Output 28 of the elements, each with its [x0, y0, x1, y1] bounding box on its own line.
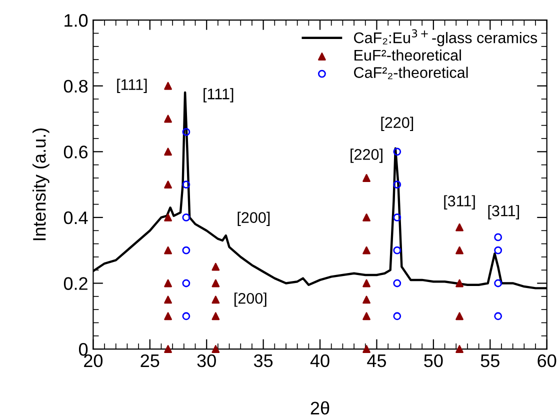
- annotation: [111]: [204, 88, 234, 102]
- annotation: [220]: [350, 148, 382, 163]
- y-tick-label: 0.2: [64, 277, 88, 290]
- y-tick-label: 1.0: [64, 14, 88, 27]
- annotation: [311]: [488, 205, 519, 220]
- x-tick-label: 35: [254, 354, 273, 368]
- y-tick-label: 0.4: [64, 211, 88, 224]
- legend-label: CaF²₂-theoretical: [354, 66, 468, 80]
- x-tick-label: 45: [367, 354, 386, 368]
- legend-label: EuF²-theoretical: [354, 49, 461, 61]
- x-tick-label: 60: [538, 354, 556, 368]
- y-tick-label: 0.8: [64, 80, 88, 93]
- annotation: [311]: [444, 195, 475, 210]
- x-tick-label: 55: [480, 354, 500, 368]
- y-axis-title: Intensity (a.u.): [32, 128, 50, 240]
- x-tick-label: 20: [84, 354, 103, 368]
- annotation: [111]: [117, 78, 147, 94]
- x-tick-label: 50: [424, 354, 443, 368]
- annotation: [200]: [234, 292, 266, 307]
- y-tick-label: 0.6: [64, 146, 88, 158]
- x-tick-label: 40: [310, 354, 330, 368]
- x-tick-label: 25: [140, 354, 160, 368]
- y-tick-label: 0: [78, 342, 88, 356]
- legend-label: CaF₂:Eu$^{3+}$-glass ceramics: [354, 29, 538, 46]
- x-axis-title: 2θ: [310, 401, 330, 415]
- annotation: [200]: [238, 212, 270, 226]
- x-tick-label: 30: [197, 354, 216, 368]
- annotation: [220]: [381, 116, 414, 132]
